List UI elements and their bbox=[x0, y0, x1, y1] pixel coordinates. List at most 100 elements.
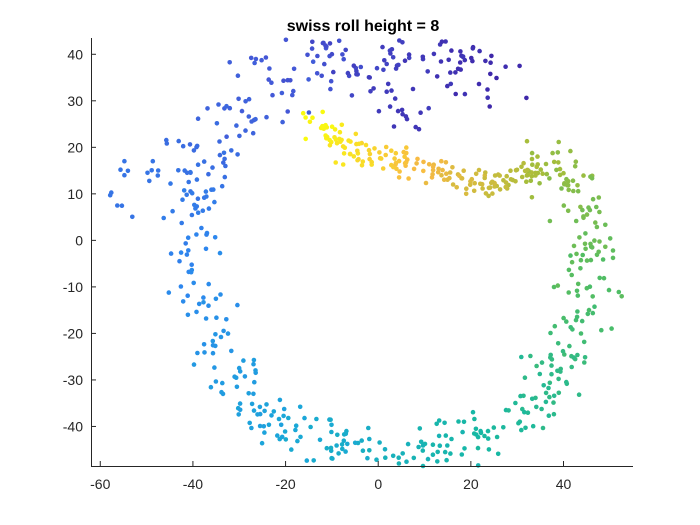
data-point bbox=[177, 258, 182, 264]
data-point bbox=[488, 71, 493, 77]
data-point bbox=[246, 114, 252, 119]
data-point bbox=[340, 144, 346, 149]
data-point bbox=[298, 434, 303, 440]
data-point bbox=[145, 170, 150, 176]
data-point bbox=[556, 160, 561, 165]
data-point bbox=[130, 214, 135, 220]
data-point bbox=[234, 384, 240, 390]
data-point bbox=[334, 140, 340, 146]
data-point bbox=[237, 401, 243, 406]
data-point bbox=[575, 309, 580, 314]
data-point bbox=[266, 77, 272, 82]
data-point bbox=[583, 246, 588, 252]
data-point bbox=[540, 425, 546, 431]
data-point bbox=[227, 105, 233, 111]
data-point bbox=[497, 173, 503, 178]
data-point bbox=[555, 341, 561, 346]
data-point bbox=[164, 141, 170, 146]
data-point bbox=[249, 425, 254, 431]
data-point bbox=[522, 375, 528, 381]
data-point bbox=[341, 438, 347, 444]
data-point bbox=[279, 90, 285, 96]
data-point bbox=[393, 150, 399, 156]
data-point bbox=[180, 143, 186, 149]
data-point bbox=[404, 459, 409, 465]
data-point bbox=[489, 53, 494, 59]
data-point bbox=[183, 241, 188, 246]
data-point bbox=[358, 64, 364, 70]
data-point bbox=[566, 267, 572, 273]
data-point bbox=[571, 243, 577, 249]
data-point bbox=[270, 92, 275, 98]
data-point bbox=[360, 448, 366, 454]
data-point bbox=[461, 419, 467, 425]
data-point bbox=[494, 434, 500, 440]
data-point bbox=[575, 183, 580, 188]
data-point bbox=[221, 150, 227, 156]
data-point bbox=[246, 96, 252, 102]
data-point bbox=[385, 81, 391, 87]
data-point bbox=[523, 425, 528, 431]
data-point bbox=[195, 162, 201, 167]
data-point bbox=[266, 422, 272, 428]
data-point bbox=[569, 272, 574, 278]
data-point bbox=[574, 288, 580, 294]
data-point bbox=[575, 188, 581, 194]
data-point bbox=[418, 439, 424, 445]
data-point bbox=[546, 385, 551, 391]
data-point bbox=[504, 173, 510, 179]
data-point bbox=[334, 443, 339, 448]
data-point bbox=[304, 458, 310, 463]
data-point bbox=[251, 391, 256, 397]
data-point bbox=[440, 167, 445, 173]
data-point bbox=[421, 168, 426, 174]
data-point bbox=[194, 309, 199, 315]
data-point bbox=[320, 109, 326, 115]
data-point bbox=[483, 58, 488, 64]
data-point bbox=[420, 448, 426, 453]
data-point bbox=[356, 141, 362, 147]
data-point bbox=[382, 447, 388, 452]
data-point bbox=[331, 69, 336, 75]
data-point bbox=[187, 142, 193, 147]
data-point bbox=[367, 448, 372, 453]
data-point bbox=[579, 318, 585, 324]
data-point bbox=[293, 427, 298, 433]
data-point bbox=[179, 220, 184, 226]
y-tick-label: -30 bbox=[63, 372, 83, 388]
data-point bbox=[212, 199, 217, 205]
data-point bbox=[329, 429, 334, 435]
data-point bbox=[180, 299, 186, 304]
data-point bbox=[396, 158, 402, 164]
data-point bbox=[580, 252, 585, 258]
data-point bbox=[351, 63, 357, 68]
data-point bbox=[588, 174, 593, 179]
data-point bbox=[259, 440, 265, 446]
data-point bbox=[524, 179, 529, 184]
data-point bbox=[281, 413, 286, 419]
data-point bbox=[565, 183, 570, 188]
data-point bbox=[472, 416, 477, 422]
data-point bbox=[263, 55, 269, 60]
data-point bbox=[224, 317, 229, 322]
data-point bbox=[473, 426, 479, 432]
data-point bbox=[460, 54, 466, 59]
data-point bbox=[327, 143, 333, 148]
data-point bbox=[445, 83, 450, 89]
data-point bbox=[383, 455, 388, 461]
data-point bbox=[556, 139, 561, 145]
data-point bbox=[476, 167, 482, 173]
data-point bbox=[477, 48, 482, 54]
data-point bbox=[387, 48, 393, 53]
data-point bbox=[216, 102, 221, 107]
data-point bbox=[396, 175, 402, 180]
data-point bbox=[352, 440, 358, 446]
data-point bbox=[573, 218, 579, 224]
data-point bbox=[237, 407, 243, 413]
data-point bbox=[336, 38, 342, 44]
data-point bbox=[155, 168, 161, 173]
data-point bbox=[551, 284, 557, 290]
data-point bbox=[359, 163, 365, 168]
data-point bbox=[202, 350, 207, 355]
data-point bbox=[446, 57, 452, 63]
